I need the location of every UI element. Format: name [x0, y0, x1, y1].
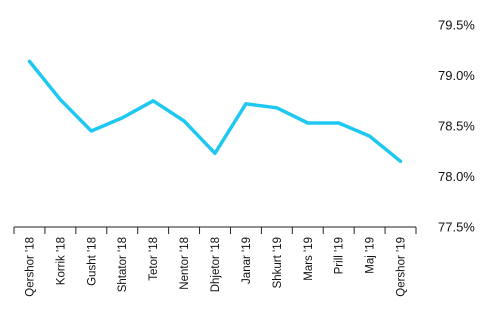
x-tick-label: Prill '19: [334, 237, 346, 274]
y-axis-tick-labels: 79.5% 79.0% 78.5% 78.0% 77.5%: [438, 18, 475, 235]
x-tick-label: Qershor '19: [396, 237, 408, 297]
x-tick-label: Shkurt '19: [272, 237, 284, 288]
x-tick-label: Maj '19: [365, 237, 377, 274]
y-tick-label: 78.5%: [438, 119, 475, 134]
y-tick-label: 78.0%: [438, 169, 475, 184]
series-line: [27, 59, 403, 164]
x-tick-label: Korrik '18: [55, 237, 67, 285]
x-axis-tick-marks: [13, 227, 417, 234]
x-tick-label: Mars '19: [303, 237, 315, 281]
y-tick-label: 77.5%: [438, 220, 475, 235]
x-tick-label: Janar '19: [241, 237, 253, 284]
y-tick-label: 79.5%: [438, 18, 475, 33]
x-tick-label: Nentor '18: [179, 237, 191, 290]
x-axis-tick-labels: Qershor '18 Korrik '18 Gusht '18 Shtator '1…: [24, 237, 407, 297]
y-tick-label: 79.0%: [438, 68, 475, 83]
x-tick-label: Shtator '18: [117, 237, 129, 292]
x-tick-label: Tetor '18: [148, 237, 160, 281]
x-tick-label: Qershor '18: [24, 237, 36, 297]
x-tick-label: Dhjetor '18: [210, 237, 222, 292]
x-tick-label: Gusht '18: [86, 237, 98, 286]
